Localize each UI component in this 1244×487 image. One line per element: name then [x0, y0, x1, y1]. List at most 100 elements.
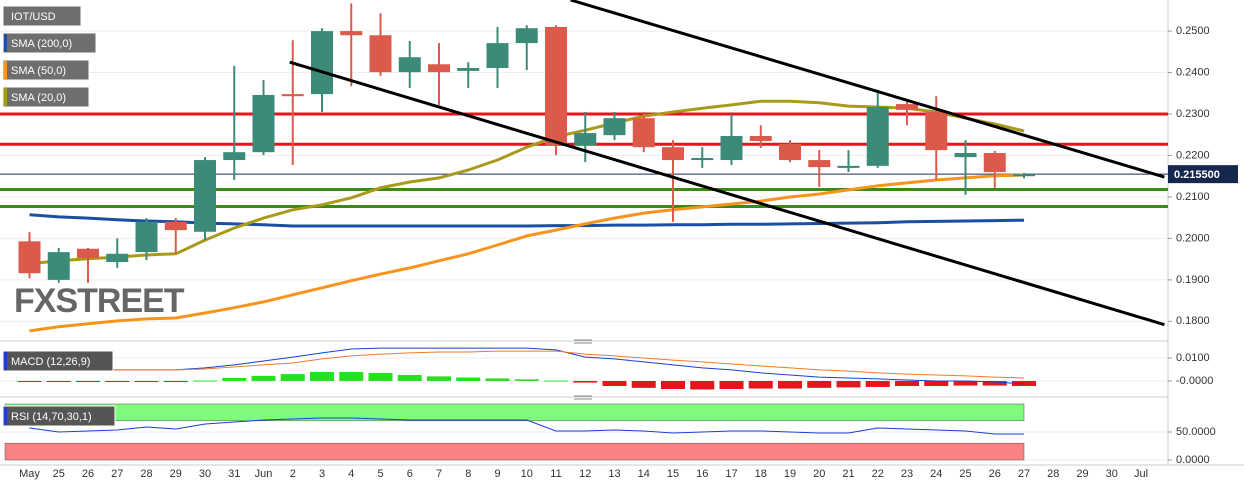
- histogram-bar: [865, 380, 890, 387]
- candle-body: [749, 136, 772, 141]
- x-tick-label: 27: [1018, 468, 1030, 480]
- histogram-bar: [397, 374, 422, 381]
- y-tick-label: 0.2300: [1176, 108, 1210, 120]
- x-tick-label: 31: [228, 468, 240, 480]
- candle-body: [486, 43, 509, 68]
- x-tick-label: 25: [959, 468, 971, 480]
- x-tick-label: 19: [784, 468, 796, 480]
- trendline: [570, 0, 1165, 179]
- rsi-band: [4, 442, 1025, 461]
- histogram-bar: [456, 377, 481, 381]
- x-tick-label: 5: [377, 468, 383, 480]
- histogram-bar: [251, 375, 276, 381]
- y-tick-label: 0.2200: [1176, 149, 1210, 161]
- candle-body: [194, 160, 216, 232]
- x-tick-label: 28: [1047, 468, 1059, 480]
- x-tick-label: Jun: [255, 468, 273, 480]
- histogram-bar: [982, 380, 1007, 386]
- y-tick-label: -0.0000: [1176, 375, 1213, 387]
- candle-body: [311, 31, 333, 95]
- candle-body: [18, 241, 41, 274]
- legend-label: IOT/USD: [11, 11, 56, 23]
- x-tick-label: 3: [319, 468, 325, 480]
- x-tick-label: 28: [140, 468, 152, 480]
- axes: 0.1800 0.1900 0.2000 0.2100 0.2200 0.2300 0.24…: [19, 25, 1238, 480]
- legend-swatch: [4, 88, 7, 106]
- histogram-bar: [748, 380, 773, 389]
- candle-body: [808, 160, 831, 168]
- histogram-bar: [280, 374, 305, 381]
- candle-body: [398, 57, 421, 73]
- candle-body: [866, 106, 889, 166]
- watermark: FXSTREET: [14, 282, 185, 320]
- histogram-bar: [953, 380, 978, 386]
- y-tick-label: 0.2400: [1176, 66, 1210, 78]
- histogram-bar: [134, 380, 159, 382]
- x-tick-label: 6: [407, 468, 413, 480]
- legend: IOT/USD SMA (200,0) SMA (50,0) SMA (20,0) MA…: [2, 5, 116, 427]
- candle-body: [662, 147, 684, 161]
- histogram-bar: [719, 380, 744, 390]
- x-tick-label: 29: [170, 468, 182, 480]
- candle-body: [252, 94, 275, 153]
- histogram-bar: [836, 380, 861, 388]
- legend-swatch: [4, 407, 7, 425]
- candle-body: [281, 94, 304, 97]
- x-tick-label: 22: [872, 468, 884, 480]
- rsi-line: [29, 417, 1024, 435]
- legend-label: SMA (50,0): [11, 65, 66, 77]
- histogram-bar: [193, 380, 217, 382]
- x-tick-label: 26: [989, 468, 1001, 480]
- x-tick-label: 10: [521, 468, 533, 480]
- sma-line: [29, 99, 1025, 266]
- indicator-panels: [4, 347, 1036, 461]
- candle-body: [603, 118, 626, 136]
- histogram-bar: [105, 380, 130, 382]
- histogram-bar: [310, 372, 334, 381]
- histogram-bar: [17, 380, 42, 382]
- histogram-bar: [46, 380, 71, 382]
- legend-label: MACD (12,26,9): [11, 356, 90, 368]
- histogram-bar: [807, 380, 832, 388]
- trendline: [289, 60, 1165, 327]
- x-tick-label: 26: [82, 468, 94, 480]
- x-tick-label: 8: [465, 468, 471, 480]
- legend-box: [2, 350, 114, 372]
- legend-box: [2, 405, 116, 427]
- candle-body: [47, 252, 70, 280]
- y-tick-label: 0.0000: [1176, 454, 1210, 466]
- x-tick-label: 24: [930, 468, 942, 480]
- histogram-bar: [76, 380, 100, 382]
- candle-body: [545, 26, 567, 146]
- histogram-bar: [573, 380, 598, 383]
- macd-line: [29, 347, 1025, 385]
- macd-line: [29, 350, 1025, 379]
- y-tick-label: 0.2000: [1176, 232, 1210, 244]
- histogram-bar: [544, 380, 568, 382]
- histogram-bar: [339, 372, 364, 381]
- x-tick-label: 25: [53, 468, 65, 480]
- sma-line: [29, 173, 1025, 333]
- candle-body: [164, 221, 187, 231]
- x-tick-label: 7: [436, 468, 442, 480]
- histogram-bar: [514, 379, 539, 381]
- legend-label: SMA (200,0): [11, 38, 72, 50]
- divider-handle[interactable]: [574, 339, 592, 400]
- histogram-bar: [631, 380, 656, 388]
- legend-box: [2, 59, 90, 81]
- x-tick-label: 29: [1076, 468, 1088, 480]
- x-tick-label: 2: [290, 468, 296, 480]
- candle-body: [1013, 174, 1035, 177]
- histogram-bar: [222, 377, 247, 381]
- candle-body: [574, 133, 597, 146]
- y-tick-label: 0.0100: [1176, 352, 1210, 364]
- candle-body: [983, 153, 1006, 173]
- x-tick-label: Jul: [1134, 468, 1148, 480]
- histogram-bar: [163, 380, 188, 382]
- candle-body: [954, 153, 977, 158]
- legend-label: RSI (14,70,30,1): [11, 411, 92, 423]
- candle-body: [925, 111, 948, 151]
- last-price-label: 0.215500: [1174, 169, 1220, 181]
- histogram-bar: [368, 372, 393, 381]
